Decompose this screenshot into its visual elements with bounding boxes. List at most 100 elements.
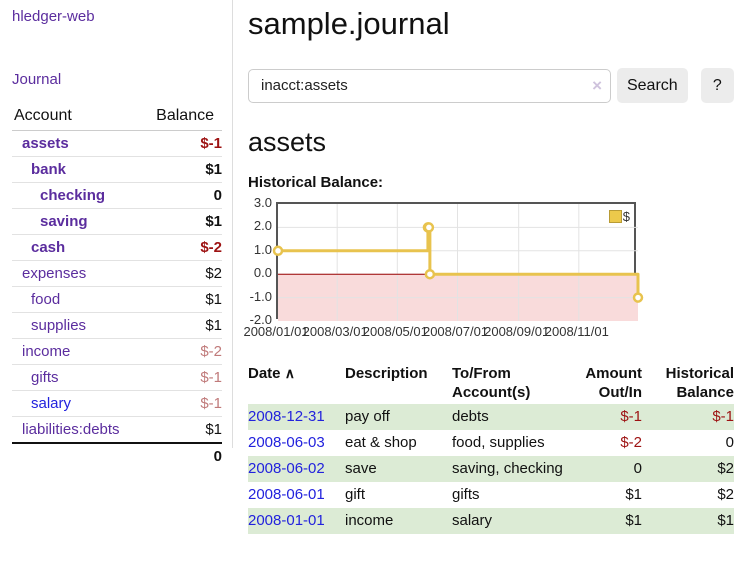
account-link-income[interactable]: income [22, 343, 71, 360]
account-link-assets[interactable]: assets [22, 135, 69, 152]
account-balance: $-2 [140, 338, 222, 365]
account-row-liabilities-debts: liabilities:debts $1 [12, 416, 222, 444]
account-link-gifts[interactable]: gifts [31, 369, 59, 386]
transaction-description: gift [345, 486, 366, 503]
x-tick-label: 2008/03/01 [302, 324, 368, 339]
account-heading: assets [248, 127, 327, 157]
account-row-saving: saving $1 [12, 208, 222, 235]
accounts-total-row: 0 [12, 442, 222, 469]
search-input[interactable] [248, 68, 611, 103]
legend-swatch-icon [608, 210, 622, 223]
account-balance: $-1 [140, 364, 222, 391]
chart-title: Historical Balance: [248, 174, 384, 191]
account-row-cash: cash $-2 [12, 234, 222, 261]
x-tick-label: 2008/05/01 [362, 324, 428, 339]
account-link-checking[interactable]: checking [40, 187, 106, 204]
account-row-checking: checking 0 [12, 182, 222, 209]
transaction-amount: $1 [564, 508, 642, 534]
account-balance: $1 [140, 312, 222, 339]
transaction-date-link[interactable]: 2008-06-02 [248, 460, 325, 477]
account-balance: $1 [140, 156, 222, 183]
account-balance: 0 [140, 182, 222, 209]
account-link-bank[interactable]: bank [31, 161, 67, 178]
accounts-table: Account Balance assets $-1 bank $1 check… [12, 104, 222, 469]
transaction-balance: $2 [717, 486, 734, 503]
register-row: 2008-12-31 pay off debts $-1 $-1 [248, 404, 734, 430]
register-table: Date ∧ Description To/From Account(s) Am… [248, 362, 734, 534]
account-row-supplies: supplies $1 [12, 312, 222, 339]
y-tick-label: -1.0 [249, 288, 272, 304]
x-tick-label: 2008/01/01 [243, 324, 309, 339]
sidebar: hledger-web Journal Account Balance asse… [0, 0, 233, 469]
chart-y-axis-labels: 3.0 2.0 1.0 0.0 -1.0 -2.0 [248, 195, 272, 327]
accounts-total-value: 0 [140, 442, 222, 469]
transaction-description: pay off [345, 404, 452, 430]
account-row-expenses: expenses $2 [12, 260, 222, 287]
transaction-amount: 0 [564, 456, 642, 482]
y-tick-label: 1.0 [253, 241, 272, 257]
help-button[interactable]: ? [700, 68, 734, 103]
legend-label: $ [622, 209, 630, 224]
transaction-amount: $-1 [564, 404, 642, 430]
accounts-col-account: Account [12, 104, 141, 131]
clear-search-icon[interactable]: × [592, 75, 602, 95]
app-title-link[interactable]: hledger-web [12, 8, 95, 25]
register-col-amount: Amount Out/In [585, 365, 642, 401]
search-button[interactable]: Search [617, 68, 688, 103]
register-col-date[interactable]: Date ∧ [248, 365, 295, 382]
account-link-cash[interactable]: cash [31, 239, 66, 256]
accounts-header-row: Account Balance [12, 104, 222, 131]
account-row-gifts: gifts $-1 [12, 364, 222, 391]
account-link-food[interactable]: food [31, 291, 61, 308]
transaction-balance: 0 [725, 434, 734, 451]
account-link-saving[interactable]: saving [40, 213, 88, 230]
account-balance: $-2 [140, 234, 222, 261]
account-balance: $1 [140, 286, 222, 313]
account-link-supplies[interactable]: supplies [31, 317, 87, 334]
transaction-balance: $2 [642, 456, 734, 482]
search-row: × Search ? [248, 68, 734, 103]
accounts-col-balance: Balance [140, 104, 222, 131]
account-row-bank: bank $1 [12, 156, 222, 183]
transaction-date-link[interactable]: 2008-06-03 [248, 434, 325, 451]
main-panel: sample.journal × Search ? assets Histori… [233, 0, 742, 582]
transaction-description: eat & shop [345, 434, 417, 451]
sort-ascending-icon: ∧ [284, 365, 295, 381]
transaction-accounts: gifts [452, 486, 480, 503]
register-col-description: Description [345, 365, 428, 382]
register-row: 2008-06-02 save saving, checking 0 $2 [248, 456, 734, 482]
account-row-assets: assets $-1 [12, 130, 222, 157]
transaction-balance: $1 [642, 508, 734, 534]
account-row-salary: salary $-1 [12, 390, 222, 417]
account-balance: $1 [140, 208, 222, 235]
chart-plot-area: $ [272, 202, 644, 321]
balance-chart: 3.0 2.0 1.0 0.0 -1.0 -2.0 $ 2008/01/01 2008/03… [243, 195, 734, 340]
account-balance: $2 [140, 260, 222, 287]
transaction-accounts: saving, checking [452, 456, 564, 482]
transaction-date-link[interactable]: 2008-12-31 [248, 408, 325, 425]
x-tick-label: 2008/07/01 [422, 324, 489, 339]
y-tick-label: 2.0 [253, 218, 272, 234]
y-tick-label: -2.0 [249, 312, 272, 327]
account-balance: $-1 [140, 130, 222, 157]
chart-x-axis-labels: 2008/01/01 2008/03/01 2008/05/01 2008/07/01… [243, 324, 640, 340]
account-row-income: income $-2 [12, 338, 222, 365]
transaction-date-link[interactable]: 2008-01-01 [248, 512, 325, 529]
account-link-salary[interactable]: salary [31, 395, 72, 412]
account-balance: $-1 [140, 390, 222, 417]
transaction-description: save [345, 456, 452, 482]
account-balance: $1 [140, 416, 222, 444]
transaction-balance: $-1 [642, 404, 734, 430]
x-tick-label: 2008/09/01 [484, 324, 550, 339]
transaction-date-link[interactable]: 2008-06-01 [248, 486, 325, 503]
account-link-liabilities-debts[interactable]: liabilities:debts [22, 421, 120, 438]
transaction-accounts: salary [452, 508, 564, 534]
x-tick-label: 2008/11/01 [544, 324, 609, 339]
y-tick-label: 0.0 [253, 265, 272, 281]
nav-journal-link[interactable]: Journal [12, 71, 62, 88]
register-header-row: Date ∧ Description To/From Account(s) Am… [248, 362, 734, 404]
y-tick-label: 3.0 [253, 195, 272, 210]
transaction-accounts: food, supplies [452, 434, 545, 451]
account-link-expenses[interactable]: expenses [22, 265, 87, 282]
chart-legend: $ [608, 209, 630, 224]
